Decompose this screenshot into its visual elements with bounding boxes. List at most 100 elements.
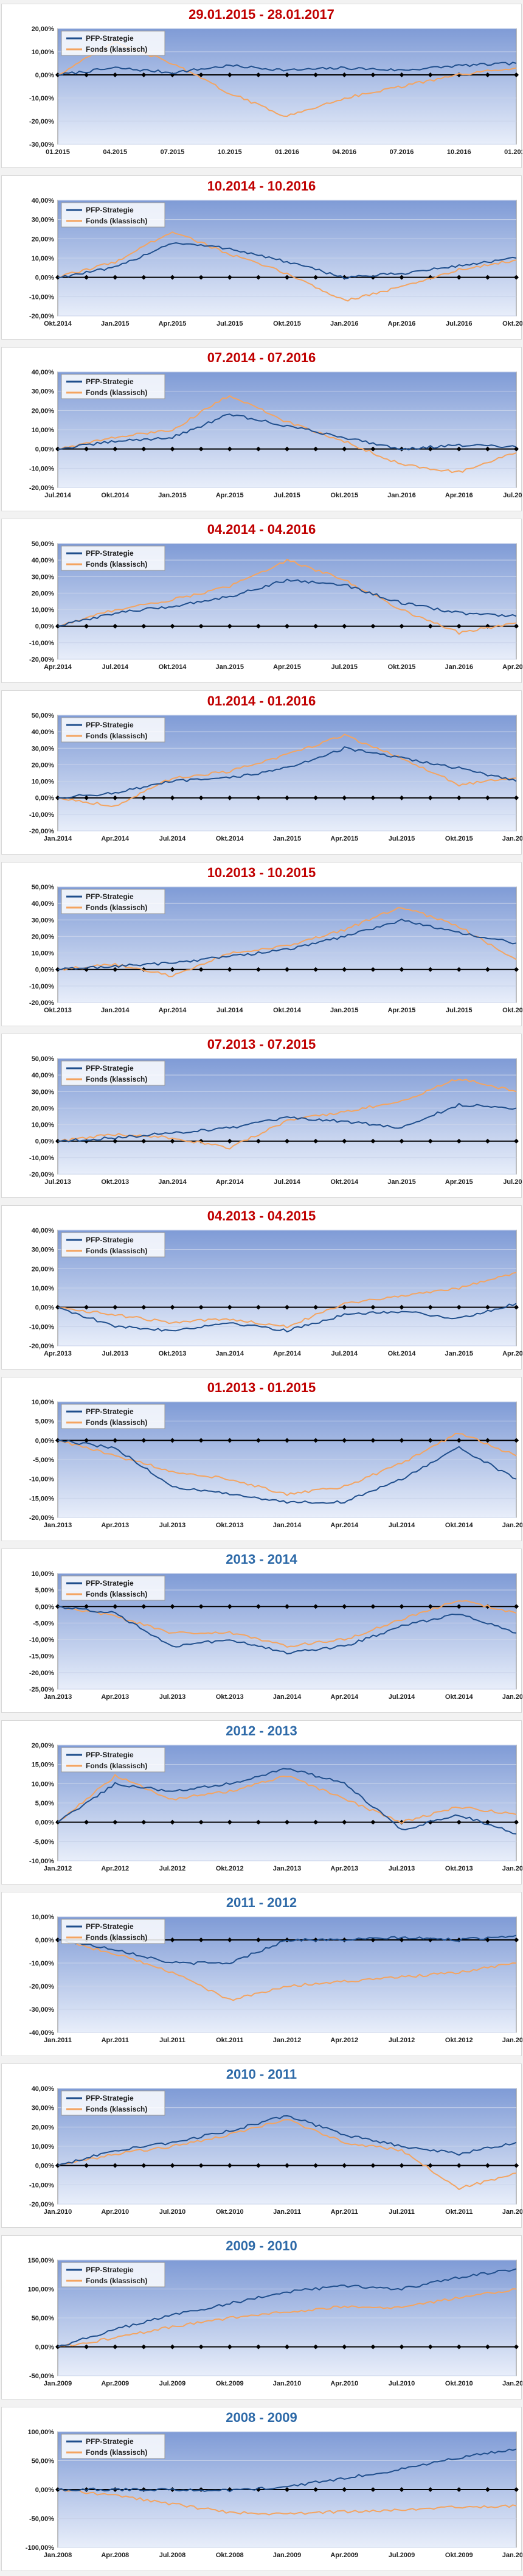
baseline-marker	[113, 2344, 118, 2350]
line-chart: 50,00% 40,00% 30,00% 20,00% 10,00% 0,00% -10,0…	[29, 884, 522, 1014]
baseline-marker	[514, 1604, 519, 1609]
x-tick-label: Okt.2008	[216, 2552, 244, 2559]
legend-label: Fonds (klassisch)	[86, 217, 147, 225]
baseline-marker	[170, 446, 175, 452]
x-tick-label: Jan.2015	[158, 492, 186, 499]
series-line-fonds	[57, 1272, 517, 1329]
chart-panel: 07.2014 - 07.2016 40,00% 30,00% 20,00% 10,00…	[1, 347, 522, 511]
y-tick-label: -40,00%	[29, 2029, 54, 2037]
y-tick-label: 5,00%	[35, 1418, 54, 1426]
x-tick-label: Jan.2013	[44, 1522, 72, 1529]
legend-label: Fonds (klassisch)	[86, 388, 147, 397]
legend-label: PFP-Strategie	[86, 2094, 134, 2102]
x-tick-label: Apr.2011	[102, 2037, 129, 2044]
chart-title: 10.2013 - 10.2015	[207, 865, 316, 880]
baseline-marker	[198, 1304, 204, 1310]
baseline-marker	[170, 2487, 175, 2492]
x-tick-label: Okt.2015	[388, 663, 416, 671]
x-tick-label: Jul.2012	[159, 1865, 185, 1872]
baseline-marker	[113, 1438, 118, 1443]
chart-title: 04.2013 - 04.2015	[207, 1208, 316, 1223]
baseline-marker	[485, 967, 490, 972]
baseline-marker	[285, 1138, 289, 1144]
x-tick-label: Apr.2011	[331, 2208, 358, 2216]
x-tick-label: Jul.2015	[216, 320, 243, 327]
x-tick-label: Jul.2014	[331, 1350, 358, 1357]
y-tick-label: 10,00%	[32, 2143, 55, 2151]
y-tick-label: -10,00%	[29, 1858, 54, 1865]
baseline-marker	[514, 1819, 519, 1825]
baseline-marker	[370, 623, 376, 629]
baseline-marker	[227, 275, 232, 280]
y-tick-label: 0,00%	[35, 967, 54, 974]
y-tick-label: -10,00%	[29, 811, 54, 819]
x-tick-label: Jul.2013	[389, 1865, 415, 1872]
x-tick-label: Jan.2014	[502, 1865, 522, 1872]
x-tick-label: Jan.2010	[502, 2552, 522, 2559]
y-tick-label: 20,00%	[32, 236, 55, 243]
line-chart: 40,00% 30,00% 20,00% 10,00% 0,00% -10,00% -20,…	[29, 369, 522, 499]
baseline-marker	[399, 967, 404, 972]
x-tick-label: 07.2015	[161, 149, 185, 156]
x-tick-label: Apr.2013	[330, 1865, 358, 1872]
baseline-marker	[255, 1937, 261, 1942]
y-tick-label: -50,00%	[29, 2516, 54, 2523]
baseline-marker	[113, 623, 118, 629]
y-tick-label: 10,00%	[32, 1780, 55, 1788]
x-tick-label: Apr.2014	[330, 1693, 359, 1701]
baseline-marker	[342, 967, 347, 972]
baseline-marker	[285, 1604, 289, 1609]
y-tick-label: 40,00%	[32, 557, 55, 564]
legend	[61, 1060, 165, 1086]
baseline-marker	[255, 1438, 261, 1443]
y-tick-label: -10,00%	[29, 983, 54, 990]
baseline-marker	[285, 795, 289, 800]
x-tick-label: Jul.2013	[102, 1350, 128, 1357]
baseline-marker	[456, 2163, 462, 2168]
baseline-marker	[255, 1304, 261, 1310]
y-tick-label: -10,00%	[29, 640, 54, 647]
baseline-marker	[227, 1304, 232, 1310]
baseline-marker	[84, 967, 89, 972]
baseline-marker	[399, 1937, 404, 1942]
x-tick-label: Okt.2016	[502, 320, 522, 327]
y-tick-label: 10,00%	[32, 255, 55, 262]
line-chart: 50,00% 40,00% 30,00% 20,00% 10,00% 0,00% -10,0…	[29, 1055, 522, 1186]
y-tick-label: 50,00%	[32, 541, 55, 548]
y-tick-label: 40,00%	[32, 197, 55, 205]
legend-label: Fonds (klassisch)	[86, 560, 147, 569]
y-tick-label: 30,00%	[32, 573, 55, 581]
x-tick-label: Jul.2014	[274, 1178, 300, 1186]
x-tick-label: Apr.2015	[445, 1178, 473, 1186]
x-tick-label: Jan.2010	[44, 2208, 72, 2216]
legend-label: Fonds (klassisch)	[86, 732, 147, 740]
baseline-marker	[399, 1304, 404, 1310]
y-tick-label: 50,00%	[32, 2458, 55, 2465]
legend	[61, 30, 165, 56]
y-tick-label: 40,00%	[32, 369, 55, 376]
baseline-marker	[285, 2344, 289, 2350]
chart-title: 2012 - 2013	[226, 1723, 297, 1738]
baseline-marker	[170, 2163, 175, 2168]
series-line-pfp	[58, 919, 517, 970]
series-line-pfp	[57, 1934, 517, 1965]
baseline-marker	[313, 1304, 319, 1310]
x-tick-label: Jan.2014	[101, 1007, 130, 1014]
y-tick-label: 0,00%	[35, 1304, 54, 1312]
x-tick-label: Jan.2014	[273, 1522, 302, 1529]
legend	[61, 1747, 165, 1773]
series-line-pfp	[57, 1303, 517, 1332]
x-tick-label: Jul.2015	[274, 492, 300, 499]
x-tick-label: Apr.2015	[330, 835, 358, 842]
baseline-marker	[428, 2344, 433, 2350]
baseline-marker	[370, 1819, 376, 1825]
baseline-marker	[198, 2344, 204, 2350]
x-tick-label: Jan.2012	[273, 2037, 301, 2044]
baseline-marker	[514, 1138, 519, 1144]
baseline-marker	[456, 795, 462, 800]
x-tick-label: Okt.2015	[330, 492, 358, 499]
legend-label: Fonds (klassisch)	[86, 2277, 147, 2285]
chart-title: 2008 - 2009	[226, 2410, 297, 2425]
y-tick-label: -20,00%	[29, 1670, 54, 1677]
